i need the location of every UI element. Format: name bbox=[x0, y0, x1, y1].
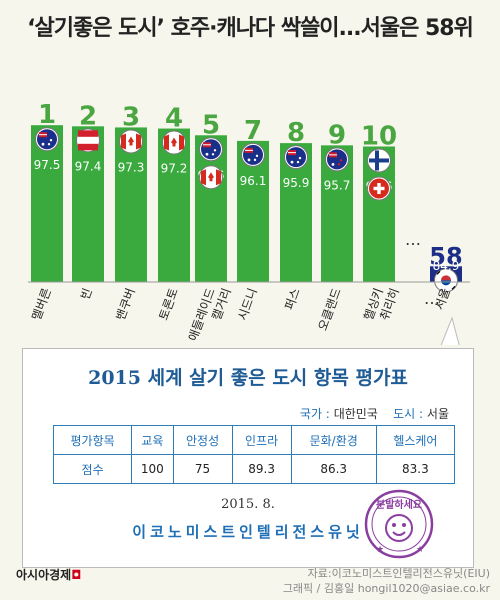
axis-break: … bbox=[405, 230, 421, 249]
city-label: 시드니 bbox=[235, 286, 259, 322]
city-label: 빈 bbox=[78, 286, 95, 301]
australia-flag bbox=[199, 137, 223, 162]
switzerland-flag bbox=[367, 176, 391, 201]
australia-flag bbox=[241, 142, 265, 167]
new-zealand-flag bbox=[325, 147, 349, 172]
publisher-logo: 아시아경제◘ bbox=[16, 566, 81, 583]
credit-block: 자료:이코노미스트인텔리전스유닛(EIU) 그래픽 / 김홍일 hongil10… bbox=[283, 566, 490, 596]
callout-pointer bbox=[440, 316, 460, 345]
city-label: 토론토 bbox=[156, 286, 180, 322]
svg-text:★: ★ bbox=[416, 545, 424, 555]
value-label: 95.7 bbox=[324, 178, 351, 192]
city-value: 서울 bbox=[426, 407, 449, 421]
table-cell: 86.3 bbox=[290, 454, 377, 484]
rank-label: 1 bbox=[38, 100, 56, 130]
rank-label: 2 bbox=[79, 101, 97, 131]
australia-flag bbox=[35, 127, 59, 152]
canada-flag bbox=[119, 129, 143, 154]
rank-label: 5 bbox=[202, 110, 220, 140]
value-label: 97.5 bbox=[34, 158, 61, 172]
rank-label: 8 bbox=[287, 118, 305, 148]
table-header: 평가항목 bbox=[52, 425, 133, 455]
finland-flag bbox=[367, 148, 391, 173]
country-value: 대한민국 bbox=[333, 407, 378, 421]
city-label: 오클랜드 bbox=[316, 286, 344, 332]
logo-mark-icon: ◘ bbox=[71, 568, 82, 582]
country-label: 국가 : bbox=[299, 407, 330, 421]
table-header: 안정성 bbox=[172, 425, 233, 455]
table-header: 헬스케어 bbox=[375, 425, 456, 455]
source-credit: 자료:이코노미스트인텔리전스유닛(EIU) bbox=[307, 567, 490, 580]
table-header: 교육 bbox=[131, 425, 174, 455]
table-cell: 83.3 bbox=[375, 454, 456, 484]
rank-label: 4 bbox=[165, 104, 183, 134]
korea-flag bbox=[434, 268, 458, 293]
australia-flag bbox=[284, 145, 308, 170]
table-source: 이코노미스트인텔리전스유닛 bbox=[132, 523, 364, 541]
value-label: 97.4 bbox=[75, 159, 102, 173]
value-label: 97.3 bbox=[118, 160, 145, 174]
rank-label: 10 bbox=[361, 121, 397, 151]
table-header-row: 평가항목 교육 안정성 인프라 문화/환경 헬스케어 bbox=[52, 425, 456, 455]
rank-label: 58 bbox=[429, 242, 462, 270]
canada-flag bbox=[162, 130, 186, 155]
graphic-credit: 그래픽 / 김홍일 hongil1020@asiae.co.kr bbox=[282, 582, 490, 595]
table-cell: 89.3 bbox=[231, 454, 292, 484]
row-label: 점수 bbox=[52, 454, 133, 484]
city-label: 도시 : bbox=[393, 407, 424, 421]
rank-label: 3 bbox=[122, 102, 140, 132]
bar bbox=[31, 125, 63, 282]
value-label: 96.1 bbox=[240, 174, 267, 188]
city-label: 퍼스 bbox=[282, 286, 303, 312]
svg-text:★: ★ bbox=[376, 545, 384, 555]
axis-break: … bbox=[424, 289, 440, 308]
chart-title: ‘살기좋은 도시’ 호주·캐나다 싹쓸이...서울은 58위 bbox=[27, 16, 474, 41]
table-header: 문화/환경 bbox=[290, 425, 377, 455]
rank-label: 7 bbox=[244, 116, 262, 146]
rank-label: 9 bbox=[328, 120, 346, 150]
table-date: 2015. 8. bbox=[221, 497, 275, 512]
smiley-stamp-icon: 분발하세요 ★ ★ bbox=[364, 489, 434, 559]
canada-flag bbox=[199, 165, 223, 190]
evaluation-table-panel: 2015 세계 살기 좋은 도시 항목 평가표 국가 : 대한민국 도시 : 서… bbox=[22, 348, 474, 568]
value-label: 84.9 bbox=[433, 259, 460, 273]
table-header: 인프라 bbox=[231, 425, 292, 455]
value-label: 95.9 bbox=[283, 176, 310, 190]
value-label: 97.2 bbox=[161, 162, 188, 176]
stamp-text: 분발하세요 bbox=[376, 498, 422, 511]
city-label: 밴쿠버 bbox=[113, 286, 137, 322]
table-meta: 국가 : 대한민국 도시 : 서울 bbox=[300, 405, 449, 422]
city-label: 멜버른 bbox=[29, 286, 53, 322]
ranking-bar-chart: 197.5멜버른297.4빈397.3밴쿠버497.2토론토596.6애들레이드… bbox=[28, 100, 470, 345]
austria-flag bbox=[76, 128, 100, 153]
table-cell: 100 bbox=[131, 454, 174, 484]
table-cell: 75 bbox=[172, 454, 233, 484]
table-row: 점수 100 75 89.3 86.3 83.3 bbox=[52, 454, 456, 484]
score-table: 평가항목 교육 안정성 인프라 문화/환경 헬스케어 점수 100 75 89.… bbox=[52, 425, 456, 484]
logo-text: 아시아경제 bbox=[16, 568, 72, 582]
table-title: 2015 세계 살기 좋은 도시 항목 평가표 bbox=[88, 367, 408, 389]
